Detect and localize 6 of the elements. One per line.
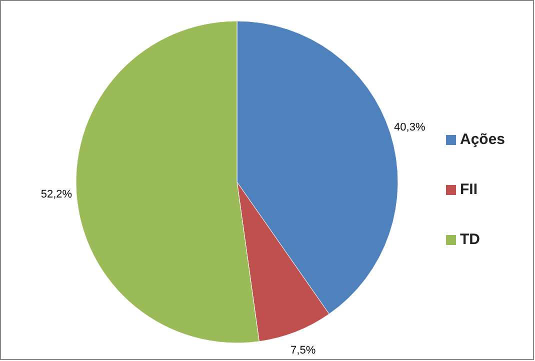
legend-label: TD: [460, 230, 480, 248]
legend-label: FII: [460, 180, 478, 198]
data-label: 52,2%: [40, 188, 72, 200]
legend-label: Ações: [460, 130, 506, 148]
data-label: 40,3%: [394, 122, 426, 134]
data-label: 7,5%: [290, 344, 316, 356]
